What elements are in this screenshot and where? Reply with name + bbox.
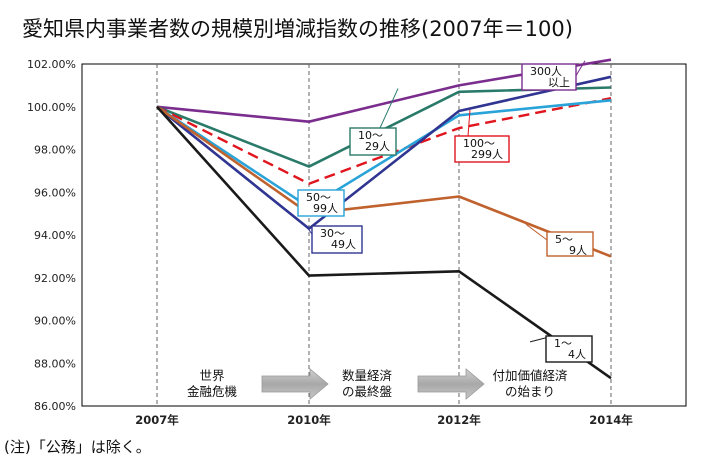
- series-line-5: [156, 105, 612, 258]
- y-tick-label: 94.00%: [34, 229, 76, 242]
- annotation-text: 数量経済: [342, 368, 393, 383]
- y-tick-label: 92.00%: [34, 272, 76, 285]
- phase-arrow: [261, 368, 329, 400]
- footnote: (注)「公務」は除く。: [4, 438, 151, 456]
- series-label-text: 99人: [313, 202, 338, 215]
- chart-title: 愛知県内事業者数の規模別増減指数の推移(2007年＝100): [22, 17, 573, 41]
- series-label-text: 30〜: [320, 227, 345, 240]
- series-label-text: 100〜: [463, 137, 495, 150]
- annotation-text: の始まり: [505, 384, 555, 399]
- x-tick-label: 2012年: [437, 413, 481, 427]
- y-tick-label: 90.00%: [34, 315, 76, 328]
- y-tick-label: 88.00%: [34, 357, 76, 370]
- series-label-text: 9人: [569, 244, 587, 257]
- x-tick-label: 2010年: [287, 413, 331, 427]
- series-line-2: [156, 97, 612, 185]
- annotation-text: の最終盤: [342, 384, 393, 399]
- series-label-box: [349, 127, 397, 156]
- series-label-box: [454, 135, 510, 163]
- series-label-box: [545, 335, 593, 363]
- series-label-text: 以上: [548, 76, 570, 89]
- series-label-box: [546, 231, 594, 257]
- annotation-text: 金融危機: [187, 384, 238, 399]
- series-label-text: 49人: [331, 238, 356, 251]
- plot-area: [81, 63, 687, 407]
- x-tick-label: 2014年: [589, 413, 633, 427]
- series-label-text: 1〜: [554, 337, 572, 350]
- y-tick-label: 98.00%: [34, 144, 76, 157]
- grid: [156, 64, 612, 406]
- x-axis-ticks: 2007年 2010年 2012年 2014年: [135, 413, 633, 427]
- series-label-box: [297, 189, 345, 217]
- phase-arrow: [417, 368, 485, 400]
- annotation-text: 世界: [199, 368, 225, 383]
- label-leader-line: [467, 109, 471, 137]
- series-label-box: [311, 225, 363, 254]
- series-label-text: 50〜: [306, 191, 331, 204]
- series-line-3: [156, 99, 612, 209]
- y-tick-label: 86.00%: [34, 400, 76, 413]
- y-axis-ticks: 86.00% 88.00% 90.00% 92.00% 94.00% 96.00% 98.0…: [27, 58, 76, 413]
- series-line-4: [156, 75, 612, 230]
- y-tick-label: 102.00%: [27, 58, 76, 71]
- y-tick-label: 100.00%: [27, 101, 76, 114]
- series-label-box: [521, 63, 577, 91]
- series-label-text: 29人: [365, 140, 390, 153]
- series-label-text: 5〜: [555, 233, 573, 246]
- series-line-6: [156, 105, 612, 380]
- label-leader-line: [379, 88, 399, 129]
- annotation-text: 付加価値経済: [492, 368, 568, 383]
- series-lines: [156, 58, 612, 380]
- series-label-text: 4人: [568, 348, 586, 361]
- y-tick-label: 96.00%: [34, 186, 76, 199]
- label-leader-line: [525, 223, 548, 241]
- x-tick-label: 2007年: [135, 413, 179, 427]
- series-label-text: 10〜: [358, 129, 383, 142]
- series-label-text: 300人: [530, 65, 562, 78]
- series-label-text: 299人: [471, 148, 503, 161]
